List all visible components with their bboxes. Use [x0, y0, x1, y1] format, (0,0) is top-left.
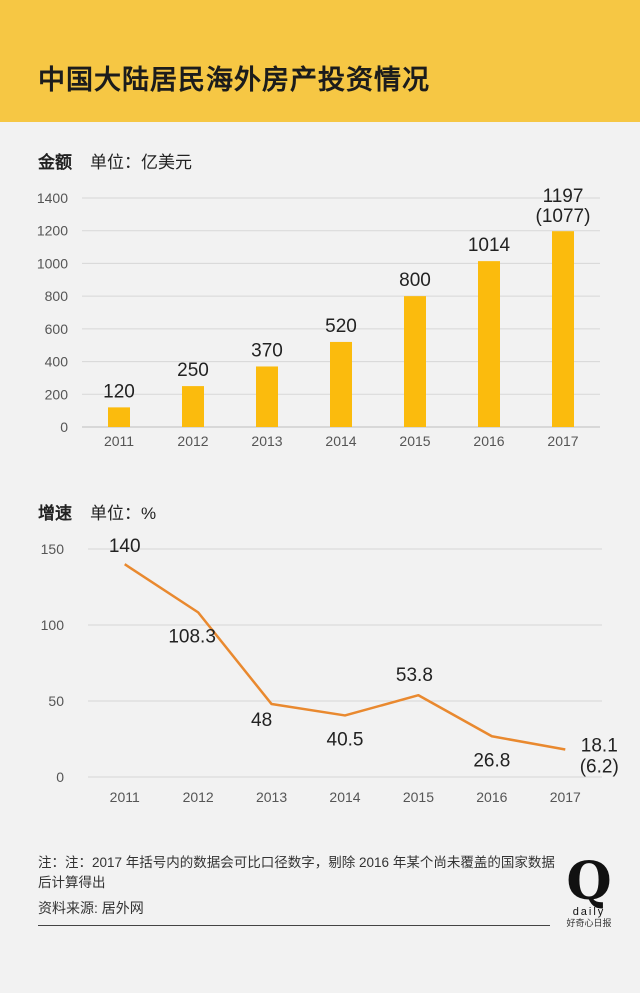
x-tick-label: 2015: [399, 433, 430, 449]
logo-word: daily: [572, 906, 606, 918]
y-tick-label: 150: [41, 541, 65, 557]
growth-line-chart: 0 50 100 150 2011 140 2012 108.3 2013 48 2014 40.5 2…: [41, 536, 619, 805]
section-amount-unit: 单位：亿美元: [90, 153, 192, 172]
y-tick-label: 0: [60, 419, 68, 435]
bar: [330, 341, 352, 427]
x-tick-label: 2012: [177, 433, 208, 449]
y-tick-label: 800: [45, 288, 69, 304]
data-label: 48: [251, 710, 272, 731]
x-tick-label: 2016: [476, 789, 507, 805]
footnote: 注：注：2017 年括号内的数据会可比口径数字，剔除 2016 年某个尚未覆盖的…: [38, 855, 555, 890]
data-label: 370: [251, 340, 283, 361]
bar: [404, 296, 426, 427]
data-label: 520: [325, 316, 357, 337]
section-growth-label: 增速: [38, 504, 72, 523]
series-line: [124, 563, 566, 751]
x-tick-label: 2011: [104, 433, 134, 449]
x-tick-label: 2016: [473, 433, 504, 449]
data-label: 140: [109, 536, 141, 557]
bar: [182, 386, 204, 427]
x-tick-label: 2013: [256, 789, 287, 805]
y-tick-label: 400: [45, 354, 69, 370]
y-tick-label: 0: [56, 769, 64, 785]
header-banner: [0, 0, 640, 122]
y-tick-label: 1000: [37, 255, 68, 271]
bar: [552, 231, 574, 427]
amount-bar-chart: 0 200 400 600 800 1000 1200 1400 2011 120 2012 250 2…: [37, 186, 600, 449]
x-tick-label: 2014: [329, 789, 360, 805]
x-tick-label: 2014: [325, 433, 356, 449]
y-tick-label: 600: [45, 321, 69, 337]
section-amount-label: 金额: [38, 153, 72, 172]
x-tick-label: 2017: [550, 789, 581, 805]
data-label: 120: [103, 381, 135, 402]
data-label: 1014: [468, 235, 511, 256]
data-label-comparable: (1077): [536, 206, 591, 227]
y-tick-label: 200: [45, 386, 69, 402]
data-source: 资料来源: 居外网: [38, 900, 144, 916]
data-label: 250: [177, 360, 209, 381]
y-tick-label: 100: [41, 617, 65, 633]
y-tick-label: 1200: [37, 223, 68, 239]
x-tick-label: 2013: [251, 433, 282, 449]
data-label: 800: [399, 270, 431, 291]
data-label: 108.3: [168, 626, 216, 647]
x-tick-label: 2017: [547, 433, 578, 449]
data-label: 18.1: [581, 735, 618, 756]
data-label: 40.5: [327, 729, 364, 750]
section-growth-unit: 单位：%: [90, 504, 157, 523]
qdaily-logo: Q daily 好奇心日报: [563, 851, 615, 929]
x-tick-label: 2011: [110, 789, 140, 805]
footer-divider: [38, 925, 550, 926]
logo-mark: Q: [566, 851, 612, 912]
bar: [478, 261, 500, 427]
bar: [256, 366, 278, 427]
bar: [108, 407, 130, 427]
section-growth-heading: 增速 单位：%: [38, 499, 156, 524]
data-label: 1197: [543, 186, 584, 207]
data-label: 26.8: [473, 750, 510, 771]
y-tick-label: 1400: [37, 190, 68, 206]
x-tick-label: 2012: [183, 789, 214, 805]
section-amount-heading: 金额 单位：亿美元: [38, 148, 192, 173]
x-tick-label: 2015: [403, 789, 434, 805]
logo-tagline: 好奇心日报: [566, 918, 612, 928]
y-tick-label: 50: [48, 693, 64, 709]
data-label-comparable: (6.2): [580, 756, 619, 777]
data-label: 53.8: [396, 665, 433, 686]
page-title: 中国大陆居民海外房产投资情况: [38, 65, 430, 95]
